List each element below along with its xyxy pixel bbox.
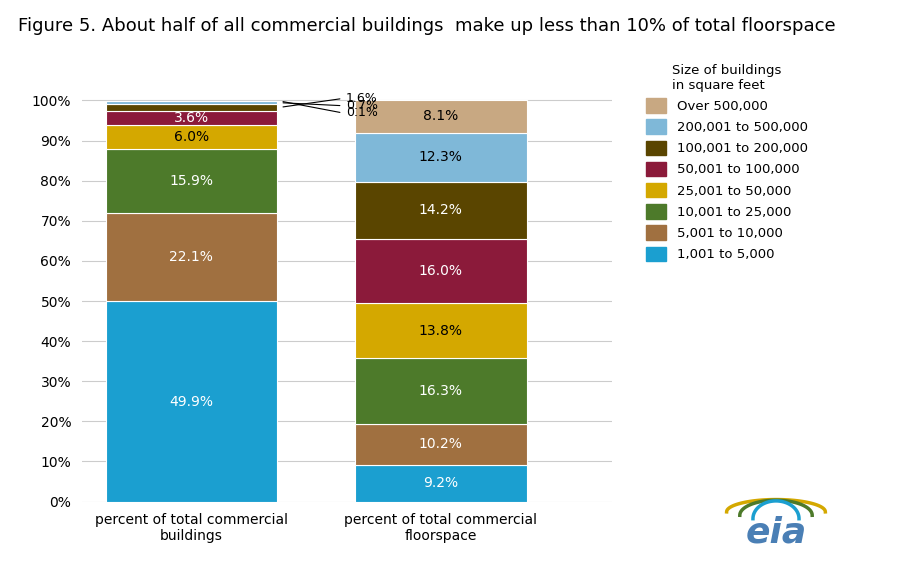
Text: 16.0%: 16.0% (419, 264, 462, 278)
Bar (356, 133, 526, 182)
Bar (106, 149, 277, 213)
Text: 13.8%: 13.8% (419, 324, 462, 338)
Bar (106, 213, 277, 302)
Bar (106, 125, 277, 149)
Text: 6.0%: 6.0% (174, 130, 209, 144)
Legend: Over 500,000, 200,001 to 500,000, 100,001 to 200,000, 50,001 to 100,000, 25,001 : Over 500,000, 200,001 to 500,000, 100,00… (646, 64, 808, 261)
Bar (106, 104, 277, 111)
Bar (356, 465, 526, 502)
Bar (356, 182, 526, 239)
Text: 3.6%: 3.6% (174, 111, 209, 125)
Bar (106, 111, 277, 125)
Text: eia: eia (745, 515, 807, 549)
Text: 14.2%: 14.2% (419, 203, 462, 217)
Bar (356, 359, 526, 424)
Text: 9.2%: 9.2% (423, 476, 459, 490)
Bar (356, 424, 526, 465)
Bar (356, 100, 526, 133)
Text: 15.9%: 15.9% (169, 174, 213, 188)
Text: 1.6%: 1.6% (345, 92, 377, 105)
Text: 12.3%: 12.3% (419, 150, 462, 164)
Text: 22.1%: 22.1% (169, 250, 213, 264)
Bar (106, 101, 277, 104)
Text: 49.9%: 49.9% (169, 394, 213, 409)
Text: Figure 5. About half of all commercial buildings  make up less than 10% of total: Figure 5. About half of all commercial b… (18, 17, 836, 35)
Text: 0.1%: 0.1% (345, 107, 377, 120)
Bar (356, 239, 526, 303)
Bar (106, 302, 277, 502)
Text: 16.3%: 16.3% (419, 384, 462, 398)
Text: 0.7%: 0.7% (345, 99, 377, 112)
Text: 10.2%: 10.2% (419, 437, 462, 451)
Text: 8.1%: 8.1% (423, 109, 459, 123)
Bar (356, 303, 526, 359)
